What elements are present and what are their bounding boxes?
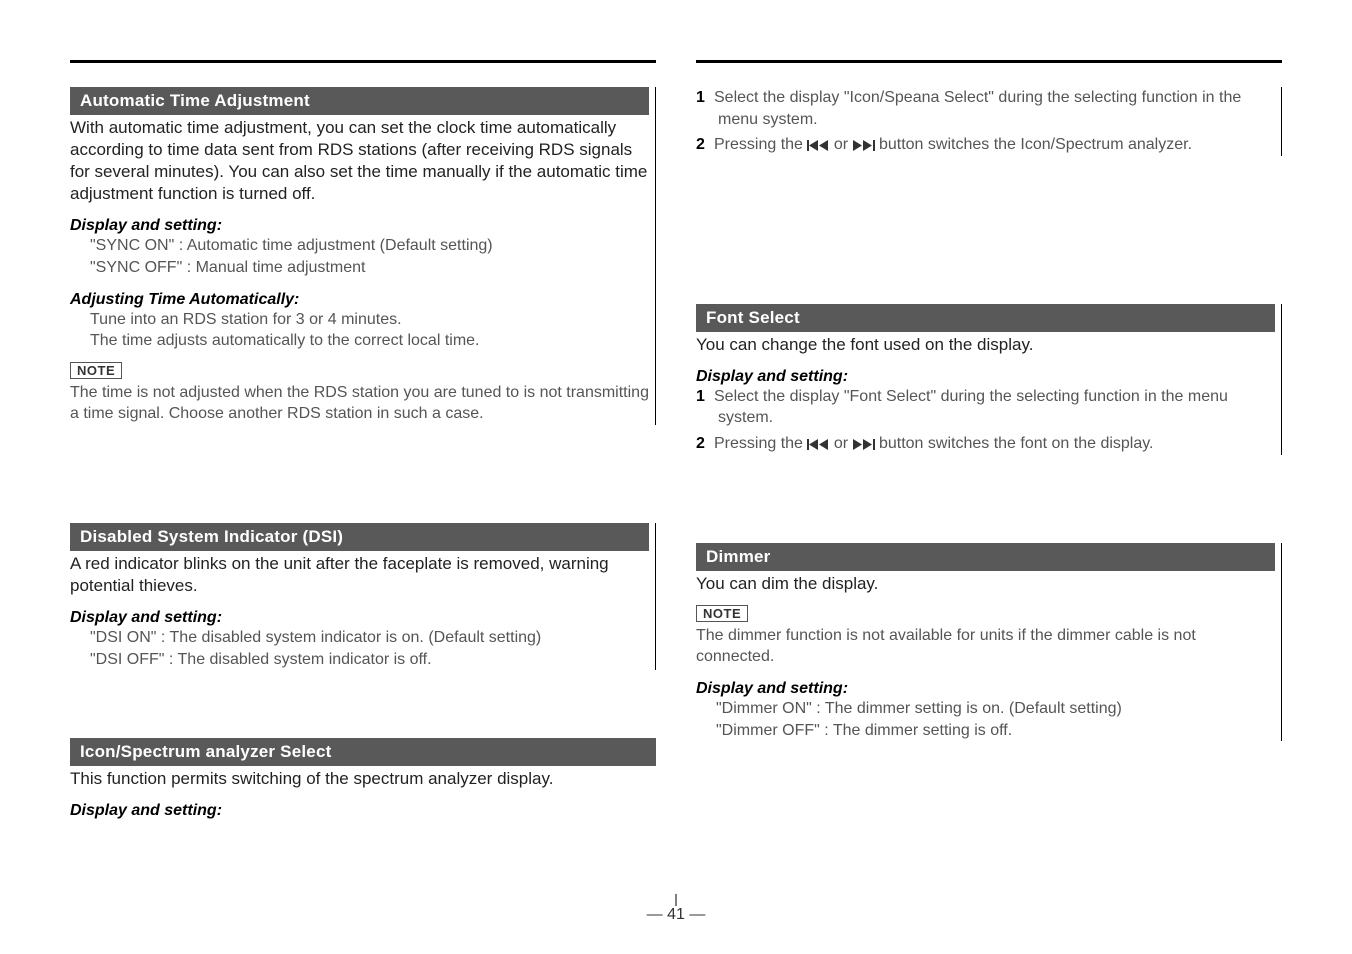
adjust-line: The time adjusts automatically to the co… — [70, 330, 649, 352]
section-dimmer: Dimmer You can dim the display. NOTE The… — [696, 543, 1282, 741]
icon-spectrum-steps: 1Select the display "Icon/Speana Select"… — [696, 87, 1282, 156]
display-setting-label: Display and setting: — [696, 680, 1275, 698]
section-icon-spectrum: Icon/Spectrum analyzer Select This funct… — [70, 738, 656, 820]
setting-line: "SYNC OFF" : Manual time adjustment — [70, 257, 649, 279]
setting-line: "DSI OFF" : The disabled system indicato… — [70, 649, 649, 671]
intro-text: With automatic time adjustment, you can … — [70, 117, 649, 205]
display-setting-label: Display and setting: — [696, 368, 1275, 386]
right-column: 1Select the display "Icon/Speana Select"… — [696, 60, 1282, 858]
step-text-post: button switches the Icon/Spectrum analyz… — [875, 136, 1193, 153]
skip-forward-icon — [853, 435, 875, 452]
step-text: Select the display "Icon/Speana Select" … — [714, 89, 1241, 128]
section-header: Dimmer — [696, 543, 1275, 571]
step-item: 2Pressing the or button switches the fon… — [696, 433, 1275, 455]
skip-forward-icon — [853, 136, 875, 153]
step-text-mid: or — [829, 435, 852, 452]
step-text-mid: or — [829, 136, 852, 153]
adjusting-label: Adjusting Time Automatically: — [70, 291, 649, 309]
section-auto-time: Automatic Time Adjustment With automatic… — [70, 87, 656, 425]
skip-back-icon — [807, 136, 829, 153]
section-header: Automatic Time Adjustment — [70, 87, 649, 115]
display-setting-label: Display and setting: — [70, 609, 649, 627]
step-text: Select the display "Font Select" during … — [714, 388, 1228, 427]
note-body: The time is not adjusted when the RDS st… — [70, 382, 649, 425]
setting-line: "Dimmer ON" : The dimmer setting is on. … — [696, 698, 1275, 720]
note-label: NOTE — [696, 605, 748, 622]
intro-text: This function permits switching of the s… — [70, 768, 656, 790]
step-text-pre: Pressing the — [714, 136, 807, 153]
section-header: Font Select — [696, 304, 1275, 332]
section-header: Disabled System Indicator (DSI) — [70, 523, 649, 551]
display-setting-label: Display and setting: — [70, 802, 656, 820]
page-number: — 41 — — [647, 906, 706, 924]
note-body: The dimmer function is not available for… — [696, 625, 1275, 668]
display-setting-label: Display and setting: — [70, 217, 649, 235]
note-label: NOTE — [70, 362, 122, 379]
step-item: 1Select the display "Font Select" during… — [696, 386, 1275, 429]
section-dsi: Disabled System Indicator (DSI) A red in… — [70, 523, 656, 670]
skip-back-icon — [807, 435, 829, 452]
page-tick — [676, 894, 677, 906]
intro-text: You can dim the display. — [696, 573, 1275, 595]
step-item: 1Select the display "Icon/Speana Select"… — [696, 87, 1275, 130]
left-column: Automatic Time Adjustment With automatic… — [70, 60, 656, 858]
step-item: 2Pressing the or button switches the Ico… — [696, 134, 1275, 156]
adjust-line: Tune into an RDS station for 3 or 4 minu… — [70, 309, 649, 331]
intro-text: A red indicator blinks on the unit after… — [70, 553, 649, 597]
setting-line: "DSI ON" : The disabled system indicator… — [70, 627, 649, 649]
step-text-post: button switches the font on the display. — [875, 435, 1154, 452]
setting-line: "SYNC ON" : Automatic time adjustment (D… — [70, 235, 649, 257]
setting-line: "Dimmer OFF" : The dimmer setting is off… — [696, 720, 1275, 742]
section-header: Icon/Spectrum analyzer Select — [70, 738, 656, 766]
section-font-select: Font Select You can change the font used… — [696, 304, 1282, 455]
intro-text: You can change the font used on the disp… — [696, 334, 1275, 356]
step-text-pre: Pressing the — [714, 435, 807, 452]
